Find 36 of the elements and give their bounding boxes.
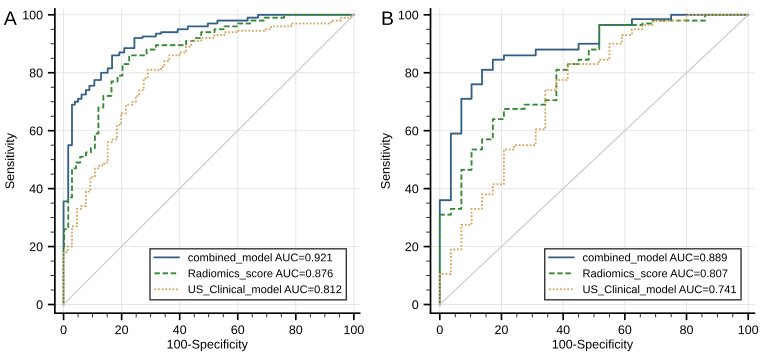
- x-axis-title: 100-Specificity: [552, 339, 634, 352]
- y-tick-label: 80: [405, 68, 418, 78]
- x-tick-label: 40: [556, 325, 570, 334]
- y-tick-label: 40: [29, 184, 43, 194]
- x-tick-label: 0: [436, 325, 443, 334]
- y-tick-label: 60: [30, 126, 43, 136]
- y-tick-label: 20: [405, 242, 418, 252]
- y-tick-label: 80: [30, 68, 43, 78]
- y-tick-label: 40: [405, 184, 418, 194]
- x-tick-label: 60: [231, 325, 244, 334]
- x-tick-label: 80: [680, 325, 693, 334]
- y-tick-label: 0: [412, 300, 418, 310]
- text: A: [4, 12, 17, 25]
- x-tick-label: 20: [115, 325, 128, 334]
- y-tick-label: 100: [23, 10, 43, 20]
- x-tick-label: 20: [495, 325, 508, 334]
- y-tick-label: 0: [36, 300, 43, 310]
- y-tick-label: 100: [398, 10, 418, 20]
- legend-label: combined_model AUC=0.921: [188, 253, 332, 264]
- y-axis-title: Sensitivity: [380, 132, 392, 189]
- x-tick-label: 100: [344, 325, 364, 334]
- y-axis-title: Sensitivity: [4, 132, 17, 189]
- legend-label: Radiomics_score AUC=0.807: [583, 269, 728, 280]
- x-tick-label: 40: [173, 325, 186, 334]
- legend-label: US_Clinical_model AUC=0.812: [188, 285, 342, 296]
- y-tick-label: 20: [30, 242, 43, 252]
- text: B: [382, 12, 393, 25]
- x-tick-label: 0: [60, 325, 67, 334]
- legend-label: Radiomics_score AUC=0.876: [188, 269, 333, 280]
- legend-label: combined_model AUC=0.889: [582, 253, 727, 264]
- x-tick-label: 80: [289, 325, 302, 334]
- x-tick-label: 60: [618, 325, 632, 334]
- x-axis-title: 100-Specificity: [168, 339, 248, 352]
- y-tick-label: 60: [405, 126, 418, 136]
- legend-label: US_Clinical_model AUC=0.741: [583, 285, 736, 296]
- x-tick-label: 100: [738, 325, 758, 334]
